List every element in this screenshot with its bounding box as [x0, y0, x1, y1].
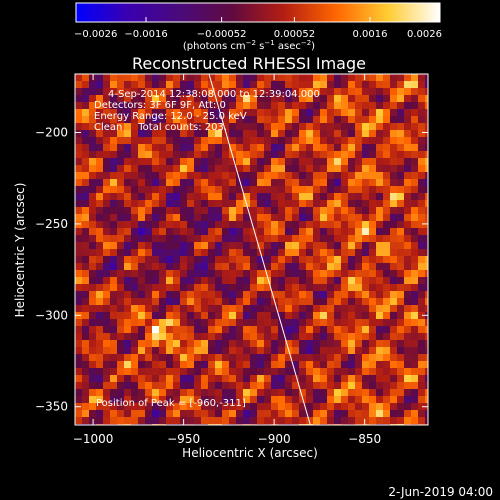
heatmap-image [75, 74, 428, 425]
solar-limb-line [208, 73, 311, 426]
colorbar-tick-label: 0.00052 [274, 29, 315, 40]
annotation-detectors: Detectors: 3F 6F 9F, Att: 0 [94, 100, 226, 111]
y-axis-label: Heliocentric Y (arcsec) [13, 183, 27, 318]
y-tick-label: −250 [35, 217, 68, 231]
x-axis-label: Heliocentric X (arcsec) [182, 446, 318, 460]
y-tick-label: −200 [35, 126, 68, 140]
colorbar-tick-label: −0.0016 [124, 29, 167, 40]
x-tick-label: −1000 [73, 432, 114, 446]
y-axis-ticks: −200 −250 −300 −350 [35, 126, 428, 414]
colorbar [75, 2, 441, 23]
x-tick-label: −950 [167, 432, 200, 446]
colorbar-tick-label: −0.0026 [74, 29, 117, 40]
colorbar-tick-label: 0.0026 [407, 29, 442, 40]
colorbar-tick-label: 0.0016 [353, 29, 388, 40]
x-tick-label: −900 [258, 432, 291, 446]
annotation-time-range: 4-Sep-2014 12:38:08.000 to 12:39:04.000 [108, 89, 320, 100]
colorbar-units: (photons cm−2 s−1 asec−2) [183, 39, 315, 52]
plot-frame [74, 73, 429, 426]
footer-timestamp: 2-Jun-2019 04:00 [388, 485, 493, 499]
colorbar-tick-label: −0.00052 [197, 29, 247, 40]
y-tick-label: −300 [35, 308, 68, 322]
annotation-peak-position: Position of Peak = [-960,-311] [96, 398, 246, 409]
y-tick-label: −350 [35, 400, 68, 414]
x-axis-ticks: −1000 −950 −900 −850 [73, 74, 381, 446]
x-tick-label: −850 [348, 432, 381, 446]
chart-title: Reconstructed RHESSI Image [132, 54, 366, 73]
annotation-energy-range: Energy Range: 12.0 - 25.0 keV [94, 111, 247, 122]
annotation-clean-counts: Clean Total counts: 203. [94, 122, 227, 133]
colorbar-ticks: −0.0026 −0.0016 −0.00052 0.00052 0.0016 0.002… [74, 17, 442, 40]
